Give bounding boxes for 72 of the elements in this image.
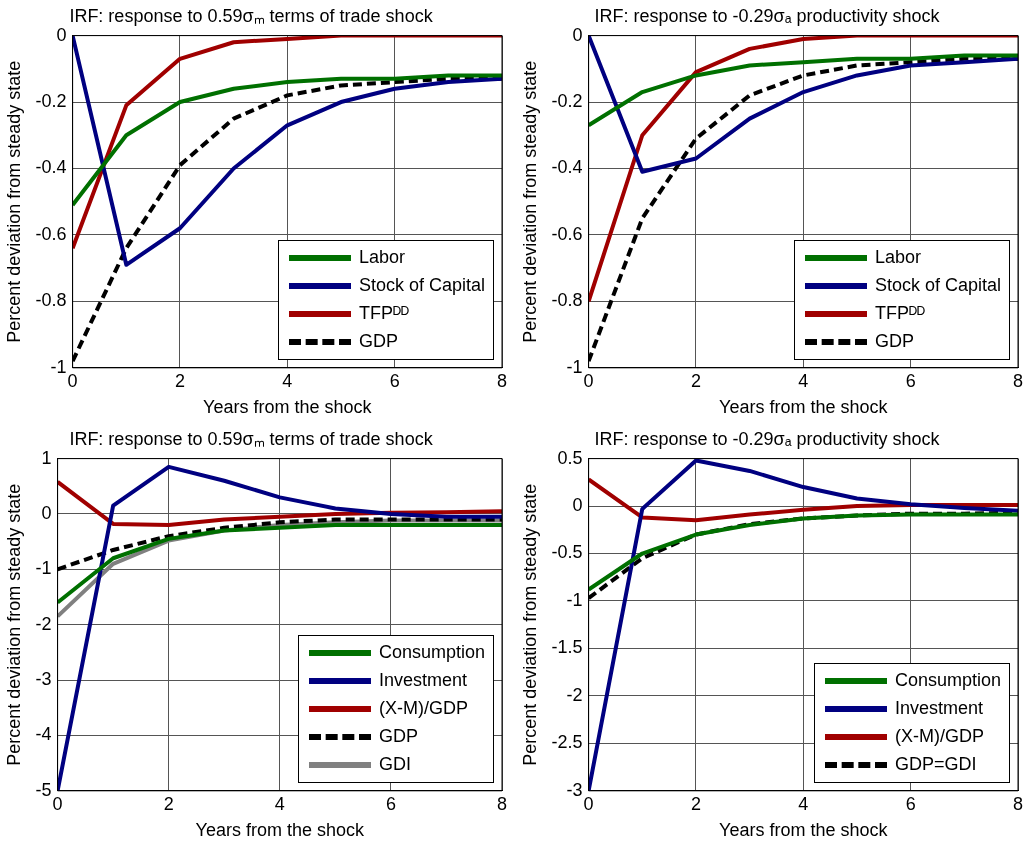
y-tick-label: 0 [572,495,583,516]
chart-title: IRF: response to -0.29σₐ productivity shock [594,5,941,26]
legend-label: Consumption [379,642,486,664]
x-axis-title: Years from the shock [719,820,889,841]
x-axis-title: Years from the shock [719,397,889,418]
x-tick-label: 6 [385,793,396,814]
y-axis-title: Percent deviation from steady state [3,483,24,766]
y-tick-label: 0 [56,24,67,45]
legend-label: Stock of Capital [359,275,486,297]
y-tick-label: -0.4 [551,157,583,178]
legend-label: TFPᴰᴰ [875,303,926,325]
y-tick-label: -0.6 [551,223,583,244]
y-tick-label: -4 [35,724,52,745]
x-tick-label: 2 [163,793,174,814]
legend-label: (X-M)/GDP [895,726,984,748]
legend-label: Labor [875,247,922,269]
y-tick-label: -1 [566,589,583,610]
y-tick-label: -1 [566,356,583,377]
x-tick-label: 8 [1012,793,1024,814]
y-tick-label: -1 [50,356,67,377]
x-tick-label: 4 [798,793,809,814]
y-tick-label: -0.8 [35,290,67,311]
legend-label: TFPᴰᴰ [359,303,410,325]
x-tick-label: 2 [174,370,185,391]
x-tick-label: 8 [1012,370,1024,391]
legend-label: Investment [895,698,984,720]
y-tick-label: -0.6 [35,223,67,244]
x-tick-label: 4 [274,793,285,814]
y-tick-label: -5 [35,779,52,800]
y-tick-label: -1 [35,558,52,579]
legend-label: GDP [379,726,419,748]
chart-title: IRF: response to -0.29σₐ productivity shock [594,428,941,449]
legend-label: Labor [359,247,406,269]
y-tick-label: -0.8 [551,290,583,311]
x-tick-label: 8 [496,370,508,391]
x-tick-label: 4 [798,370,809,391]
y-tick-label: -0.2 [35,91,67,112]
y-tick-label: 0.5 [557,447,583,468]
legend-label: GDP=GDI [895,754,977,776]
y-tick-label: -0.2 [551,91,583,112]
legend-label: Consumption [895,670,1002,692]
legend-label: Stock of Capital [875,275,1002,297]
x-tick-label: 6 [905,793,916,814]
legend-label: GDI [379,754,412,776]
y-tick-label: -2 [566,684,583,705]
y-tick-label: -3 [35,669,52,690]
y-axis-title: Percent deviation from steady state [3,60,24,343]
legend-label: (X-M)/GDP [379,698,468,720]
y-tick-label: -1.5 [551,637,583,658]
legend-label: GDP [359,331,399,353]
chart-title: IRF: response to 0.59σₘ terms of trade shock [69,428,434,449]
x-tick-label: 2 [690,793,701,814]
chart-title: IRF: response to 0.59σₘ terms of trade shock [69,5,434,26]
y-tick-label: 0 [572,24,583,45]
x-tick-label: 4 [282,370,293,391]
x-axis-title: Years from the shock [203,397,373,418]
y-tick-label: -2 [35,613,52,634]
y-axis-title: Percent deviation from steady state [519,60,540,343]
legend-label: GDP [875,331,915,353]
y-tick-label: -3 [566,779,583,800]
legend-label: Investment [379,670,468,692]
x-axis-title: Years from the shock [195,820,366,841]
x-tick-label: 6 [905,370,916,391]
y-tick-label: -0.5 [551,542,583,563]
y-tick-label: 0 [41,502,52,523]
y-tick-label: -0.4 [35,157,67,178]
x-tick-label: 8 [496,793,508,814]
x-tick-label: 2 [690,370,701,391]
x-tick-label: 6 [389,370,400,391]
y-axis-title: Percent deviation from steady state [519,483,540,766]
y-tick-label: -2.5 [551,732,583,753]
y-tick-label: 1 [41,447,52,468]
